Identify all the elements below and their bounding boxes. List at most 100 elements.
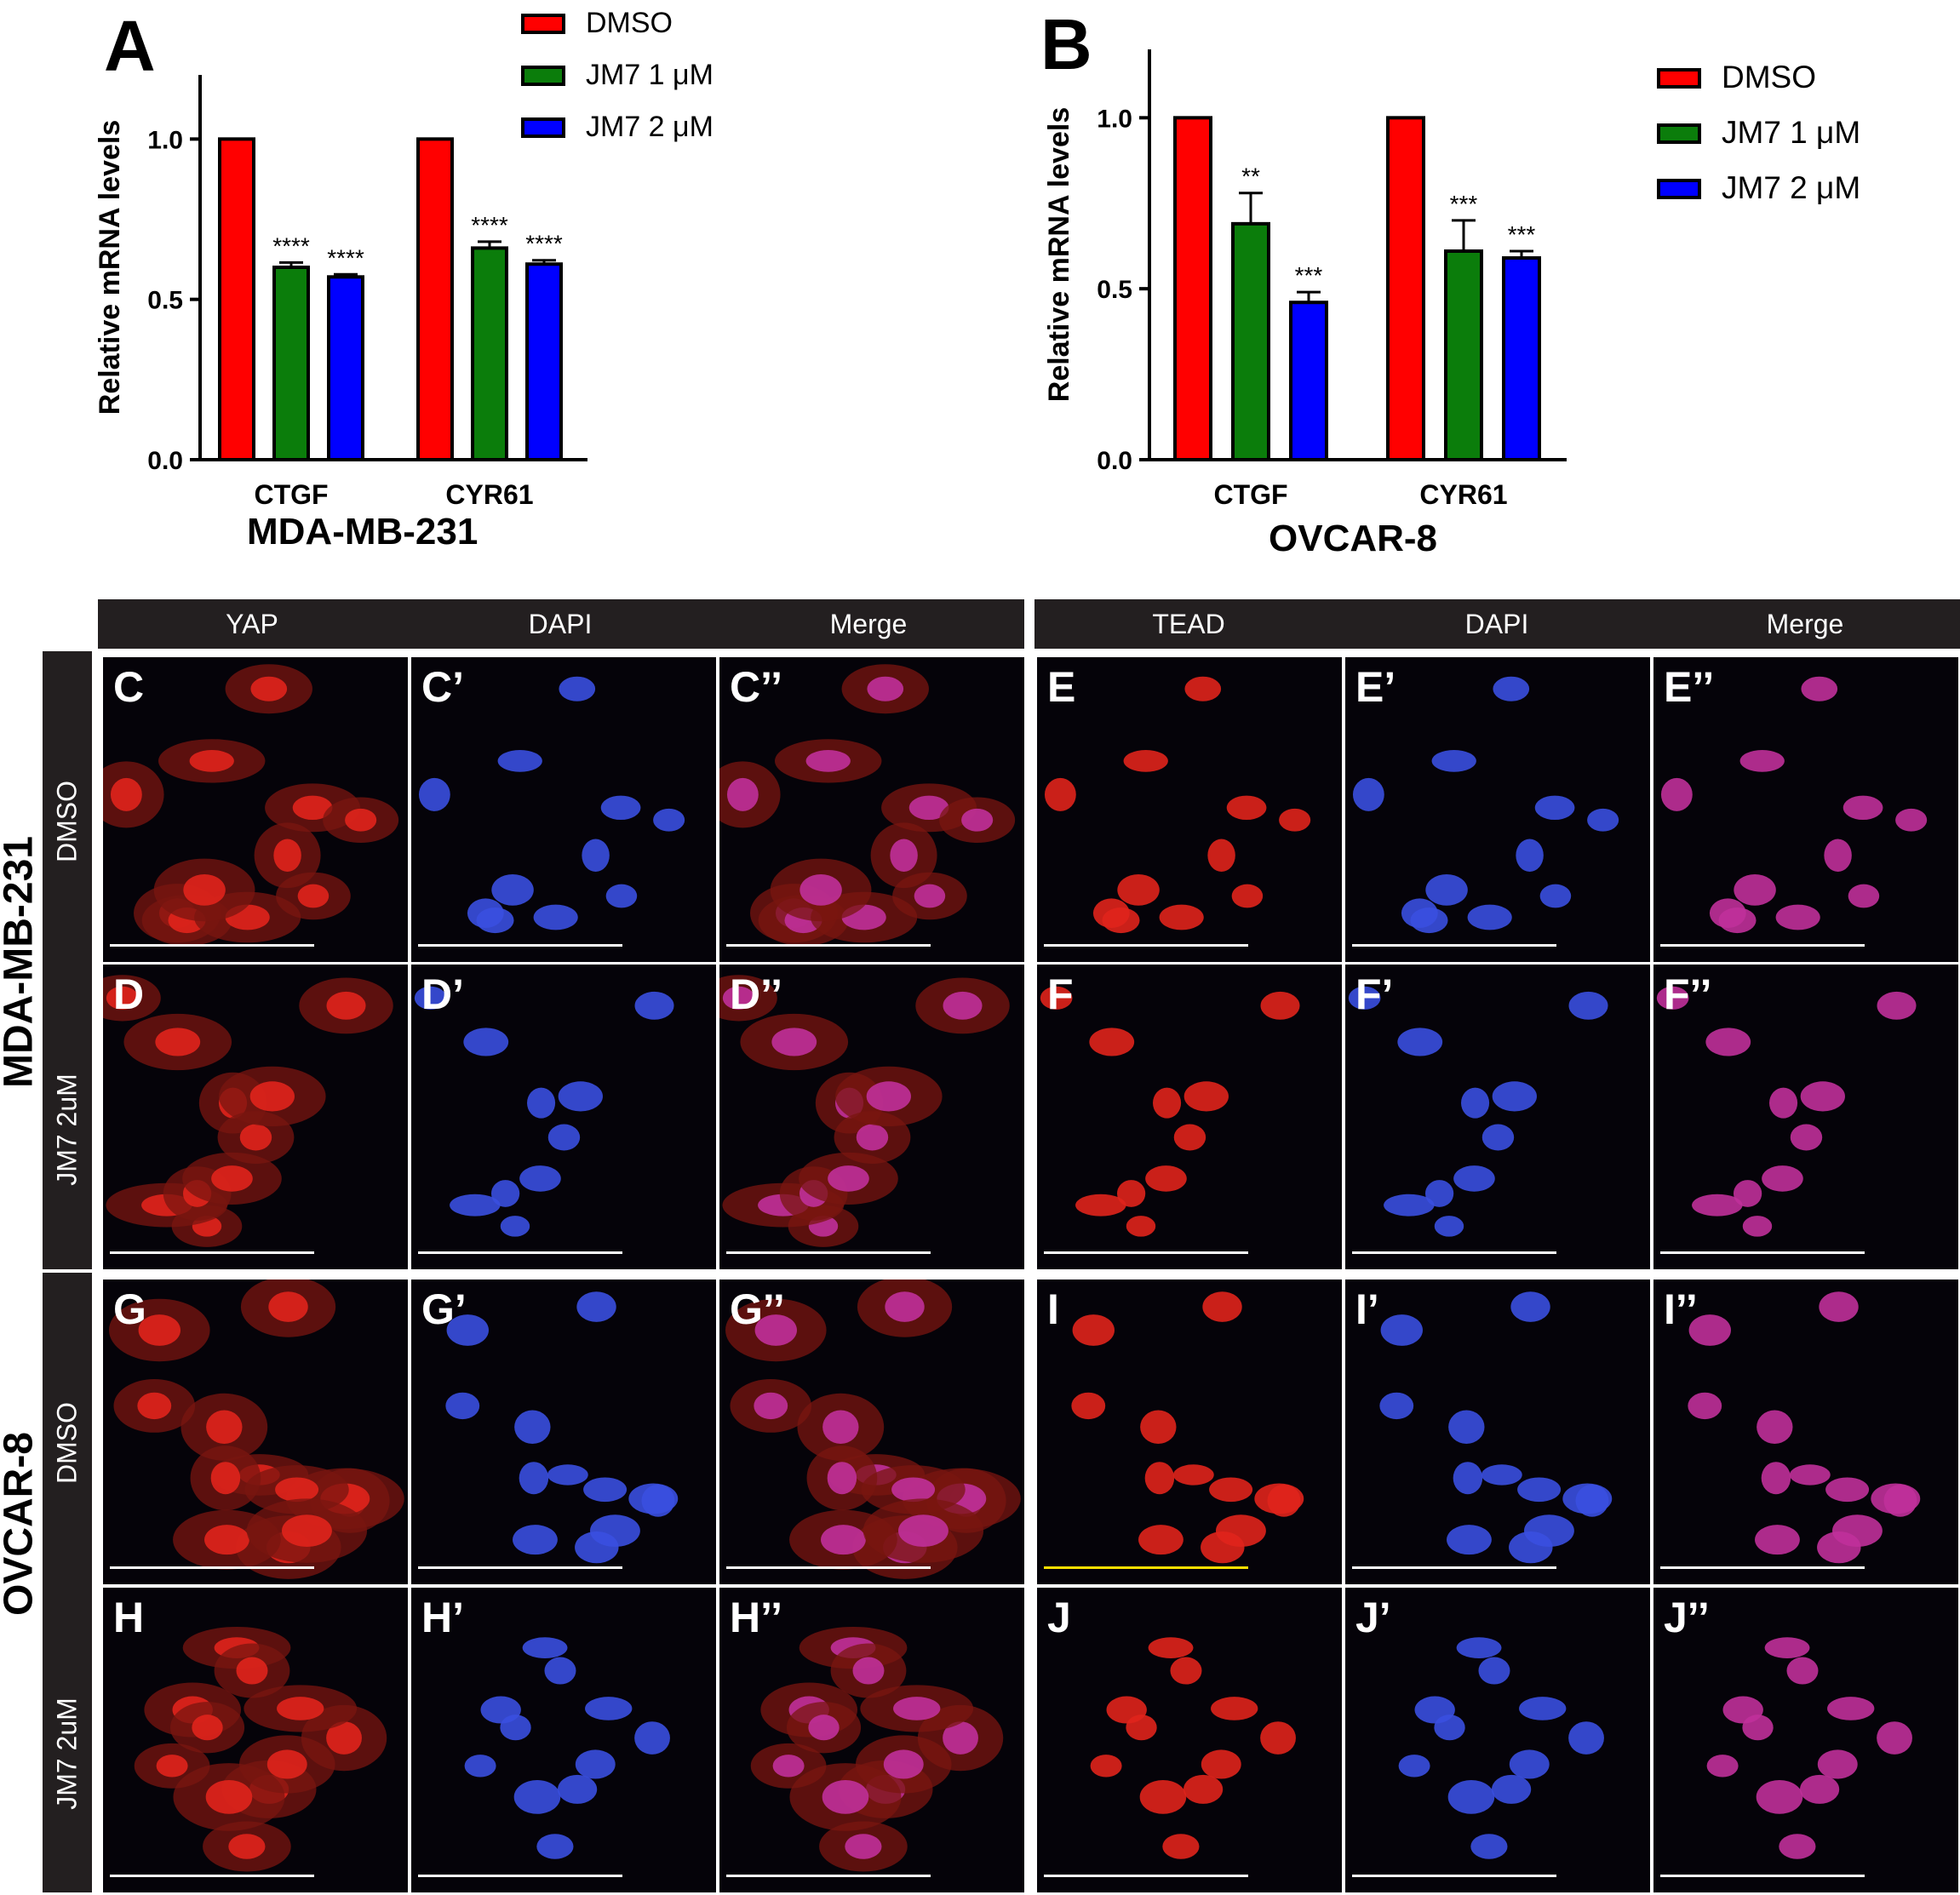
nucleus (1848, 884, 1880, 908)
nucleus (852, 1657, 885, 1685)
nucleus (1825, 1477, 1870, 1503)
scale-bar (1352, 1251, 1556, 1254)
panel-label: G (113, 1285, 146, 1333)
micrograph-5-1: F’’ (1653, 965, 1958, 1269)
micrograph-4-3: J’ (1345, 1588, 1650, 1892)
nucleus (1201, 1749, 1241, 1779)
nucleus (1660, 777, 1693, 811)
nucleus (156, 1755, 188, 1778)
nucleus (653, 808, 685, 832)
nucleus (799, 873, 842, 906)
cell-image (134, 1626, 387, 1872)
panel-label: G’’ (730, 1285, 785, 1333)
panel-label: E (1047, 663, 1076, 711)
nucleus (189, 750, 234, 772)
nucleus (106, 986, 139, 1010)
nucleus (1447, 1525, 1492, 1555)
micrograph-3-3: J (1037, 1588, 1342, 1892)
nucleus (1090, 1755, 1122, 1778)
bar-ctgf-2 (327, 275, 364, 461)
cell-image (1706, 1637, 1912, 1859)
nucleus (754, 1314, 797, 1346)
significance-stars: *** (1508, 221, 1536, 248)
nucleus (536, 1834, 574, 1859)
cell-image (418, 676, 685, 934)
nucleus (1209, 1477, 1253, 1503)
header-tead: TEAD (1152, 609, 1225, 639)
micrograph-2-1: D’’ (719, 965, 1024, 1269)
nucleus (1138, 1525, 1183, 1555)
nucleus (1260, 991, 1300, 1020)
nucleus (576, 1291, 616, 1322)
y-axis-label: Relative mRNA levels (94, 120, 126, 415)
micrograph-0-3: H (103, 1588, 408, 1892)
nucleus (277, 1697, 324, 1720)
header-yap: YAP (226, 609, 278, 639)
nucleus (326, 1721, 362, 1755)
cell-image (103, 975, 393, 1247)
nucleus (206, 1410, 243, 1445)
nucleus (1755, 1525, 1800, 1555)
panel-label: D’ (421, 970, 464, 1018)
scale-bar (110, 1251, 314, 1254)
nucleus (600, 795, 641, 821)
nucleus (1757, 1410, 1793, 1445)
legend-swatch (1657, 67, 1701, 89)
micrograph-4-2: I’ (1345, 1280, 1650, 1584)
nucleus (856, 1124, 889, 1151)
nucleus (558, 1081, 603, 1112)
nucleus (1761, 1462, 1791, 1495)
nucleus (1827, 1697, 1875, 1720)
nucleus (1800, 1774, 1840, 1804)
nucleus (268, 1291, 308, 1322)
nucleus (634, 991, 674, 1020)
nucleus (1434, 1715, 1465, 1741)
nucleus (1126, 1715, 1157, 1741)
nucleus (1434, 1216, 1464, 1237)
nucleus (522, 1637, 568, 1658)
nucleus (1739, 750, 1785, 772)
scale-bar (418, 1566, 622, 1569)
nucleus (1116, 1180, 1146, 1207)
category-label: CTGF (1213, 479, 1287, 510)
nucleus (1493, 676, 1530, 701)
nucleus (1202, 1291, 1242, 1322)
cell-type-label: OVCAR-8 (0, 1431, 42, 1617)
panel-label: G’ (421, 1285, 467, 1333)
nucleus (943, 1721, 978, 1755)
scale-bar (1352, 944, 1556, 947)
nucleus (1170, 1657, 1202, 1685)
nucleus (1172, 1464, 1214, 1486)
panel-label: H’ (421, 1594, 464, 1641)
panel-label: C (113, 663, 145, 711)
significance-stars: **** (327, 244, 364, 271)
nucleus (893, 1697, 941, 1720)
cell-image (103, 664, 399, 947)
scale-bar (1660, 1566, 1865, 1569)
cell-image (445, 1291, 679, 1564)
nucleus (1183, 1081, 1229, 1112)
scale-bar (726, 944, 931, 947)
micrograph-3-0: E (1037, 657, 1342, 962)
nucleus (1789, 1464, 1831, 1486)
category-label: CTGF (254, 479, 328, 510)
nucleus (1380, 1314, 1423, 1346)
legend-label: JM7 1 μM (586, 59, 714, 91)
nucleus (1877, 991, 1917, 1020)
nucleus (908, 795, 949, 821)
bar-cyr61-1 (471, 246, 508, 461)
nucleus (1384, 1194, 1435, 1217)
nucleus (326, 991, 366, 1020)
nucleus (914, 884, 946, 908)
nucleus (1534, 795, 1575, 821)
nucleus (1184, 676, 1222, 701)
nucleus (1800, 1081, 1845, 1112)
nucleus (1102, 907, 1140, 934)
panel-label: I (1047, 1285, 1059, 1333)
panel-label: E’ (1355, 663, 1396, 711)
nucleus (1089, 1028, 1135, 1056)
nucleus (866, 1081, 911, 1112)
nucleus (1072, 1314, 1115, 1346)
nucleus (805, 750, 851, 772)
nucleus (281, 1514, 332, 1548)
